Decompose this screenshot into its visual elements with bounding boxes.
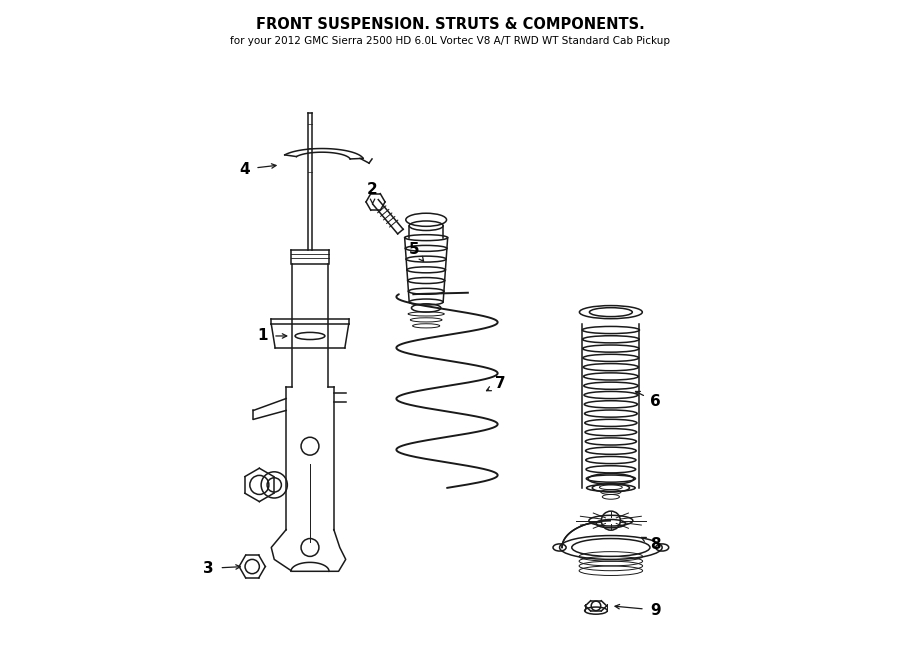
Text: 1: 1: [257, 328, 267, 344]
Text: 3: 3: [203, 561, 214, 576]
Text: FRONT SUSPENSION. STRUTS & COMPONENTS.: FRONT SUSPENSION. STRUTS & COMPONENTS.: [256, 17, 644, 32]
Text: 9: 9: [650, 602, 661, 618]
Text: 8: 8: [650, 537, 661, 552]
Text: 2: 2: [367, 183, 378, 197]
Text: 7: 7: [495, 376, 506, 391]
Text: 4: 4: [239, 162, 250, 177]
Text: for your 2012 GMC Sierra 2500 HD 6.0L Vortec V8 A/T RWD WT Standard Cab Pickup: for your 2012 GMC Sierra 2500 HD 6.0L Vo…: [230, 36, 670, 46]
Text: 6: 6: [650, 394, 661, 409]
Text: 5: 5: [409, 242, 419, 257]
